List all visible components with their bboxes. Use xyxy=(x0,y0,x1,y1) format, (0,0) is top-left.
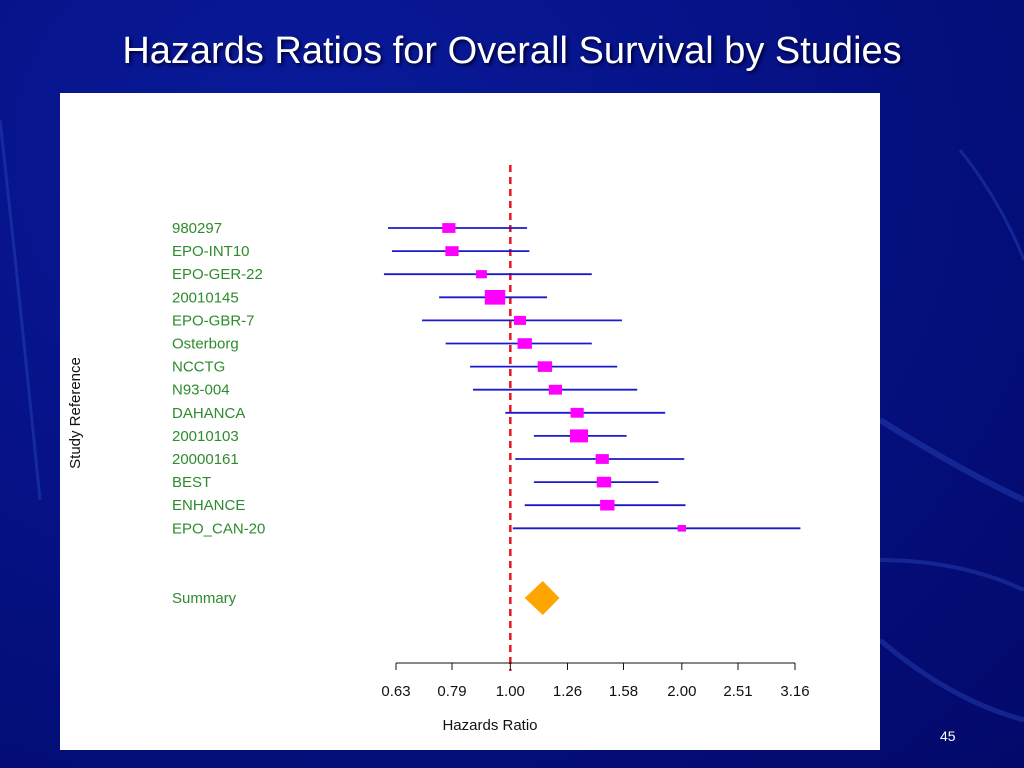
study-label: ENHANCE xyxy=(172,497,245,514)
x-tick-label: 1.00 xyxy=(496,683,525,700)
hazard-ratio-point xyxy=(596,476,612,488)
x-tick-label: 0.63 xyxy=(381,683,410,700)
hazard-ratio-point xyxy=(570,407,584,418)
hazard-ratio-point xyxy=(677,525,687,532)
slide-title: Hazards Ratios for Overall Survival by S… xyxy=(122,30,902,72)
study-label: 20010145 xyxy=(172,289,239,306)
x-tick-label: 1.26 xyxy=(553,683,582,700)
study-label: NCCTG xyxy=(172,359,225,376)
hazard-ratio-point xyxy=(484,290,506,305)
study-label: 20000161 xyxy=(172,451,239,468)
x-tick-label: 3.16 xyxy=(780,683,809,700)
hazard-ratio-point xyxy=(600,499,615,511)
x-axis-title: Hazards Ratio xyxy=(442,717,537,734)
study-label: EPO-GER-22 xyxy=(172,266,263,283)
study-label: 980297 xyxy=(172,220,222,237)
hazard-ratio-point xyxy=(548,384,563,395)
hazard-ratio-point xyxy=(442,223,456,233)
x-tick-label: 0.79 xyxy=(437,683,466,700)
study-label: 20010103 xyxy=(172,428,239,445)
hazard-ratio-point xyxy=(517,338,532,349)
hazard-ratio-point xyxy=(445,246,459,256)
study-label: EPO_CAN-20 xyxy=(172,520,265,537)
hazard-ratio-point xyxy=(570,429,589,443)
forest-plot: 980297 EPO-INT10 EPO-GER-22 20010145 EPO-GBR… xyxy=(67,165,810,734)
y-axis-title: Study Reference xyxy=(67,357,84,469)
forest-plot-panel: 980297 EPO-INT10 EPO-GER-22 20010145 EPO-GBR… xyxy=(60,93,880,750)
x-tick-label: 2.51 xyxy=(723,683,752,700)
study-label: DAHANCA xyxy=(172,405,245,422)
study-label: Osterborg xyxy=(172,336,239,353)
hazard-ratio-point xyxy=(595,454,609,464)
x-tick-label: 1.58 xyxy=(609,683,638,700)
hazard-ratio-point xyxy=(514,315,527,325)
page-number: 45 xyxy=(940,728,956,744)
study-label: EPO-INT10 xyxy=(172,243,250,260)
x-tick-label: 2.00 xyxy=(667,683,696,700)
study-label: N93-004 xyxy=(172,382,230,399)
hazard-ratio-point xyxy=(476,270,487,279)
summary-diamond xyxy=(524,581,560,615)
study-label: BEST xyxy=(172,474,211,491)
study-label: EPO-GBR-7 xyxy=(172,312,255,329)
summary-label: Summary xyxy=(172,590,237,607)
hazard-ratio-point xyxy=(537,361,553,372)
